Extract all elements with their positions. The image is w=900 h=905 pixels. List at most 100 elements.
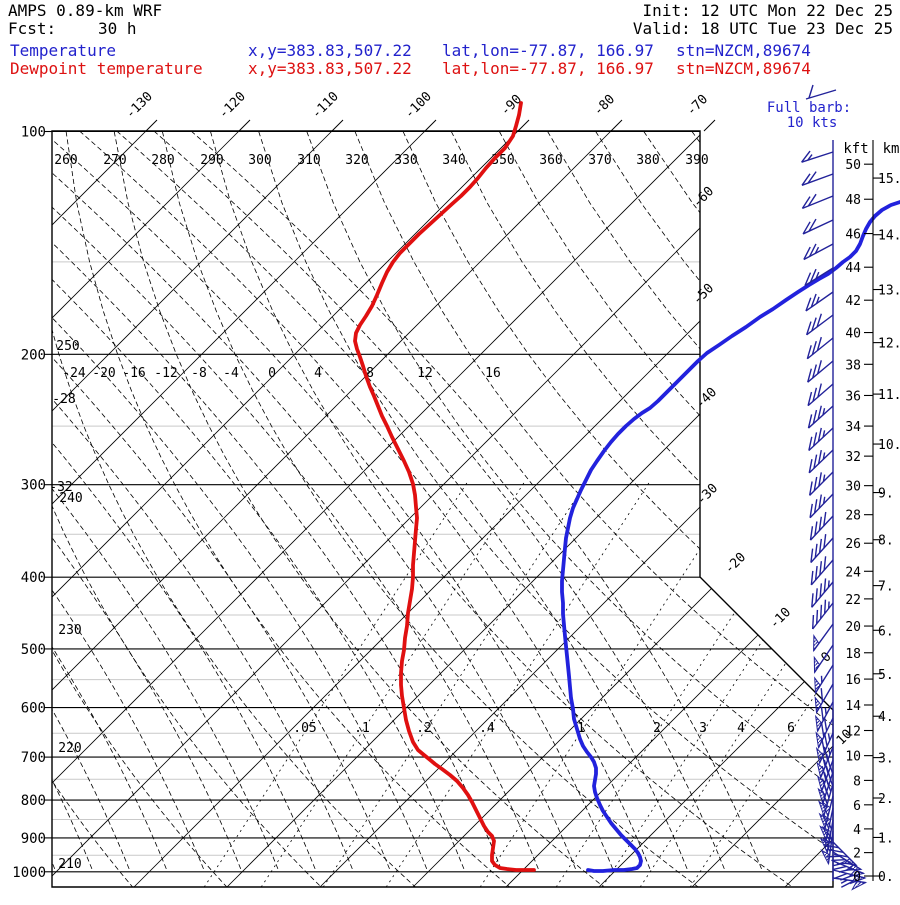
kft-label: 0 [853, 870, 861, 885]
wind-barb [809, 428, 833, 451]
moist-adiabat-label-left: -32 [49, 480, 72, 495]
pressure-label: 300 [21, 478, 46, 494]
km-label: 2. [878, 792, 894, 807]
dewpoint-curve [355, 103, 534, 870]
kft-label: 22 [845, 593, 861, 608]
pressure-label: 1000 [12, 865, 46, 881]
moist-adiabat-label: 0 [268, 366, 276, 381]
theta-label-top: 360 [539, 153, 562, 168]
mixing-ratio-label: 3 [699, 721, 707, 736]
moist-adiabat-label: 4 [314, 366, 322, 381]
isotherm-top-label: -120 [216, 89, 249, 122]
pressure-label: 800 [21, 793, 46, 809]
mixing-ratio-label: .4 [479, 721, 495, 736]
km-label: 11. [878, 388, 900, 403]
dry-adiabat [114, 132, 604, 888]
mixing-ratio-line [323, 483, 586, 887]
temperature-legend-row: Temperature x,y=383.83,507.22 lat,lon=-7… [10, 41, 811, 60]
dry-adiabat [0, 132, 39, 888]
pressure-label: 100 [21, 125, 46, 141]
isotherm-right-label: -60 [690, 184, 717, 211]
wind-barb [814, 624, 833, 651]
wind-barb [802, 172, 833, 186]
kft-label: 18 [845, 647, 861, 662]
isotherm-right-label: -50 [690, 281, 717, 308]
wind-barb [810, 512, 833, 540]
wind-barb [810, 494, 833, 518]
km-axis-title: km [883, 141, 900, 157]
theta-label-top: 310 [297, 153, 320, 168]
isotherm [0, 131, 239, 887]
theta-label-top: 320 [345, 153, 368, 168]
mixing-ratio-line [386, 483, 649, 887]
theta-label-top: 290 [200, 153, 223, 168]
kft-label: 44 [845, 261, 861, 276]
dry-adiabat [211, 132, 794, 888]
wind-barb [809, 450, 833, 473]
moist-adiabat-label: 12 [417, 366, 433, 381]
kft-label: 26 [845, 537, 861, 552]
isotherm-top-label: -80 [591, 92, 618, 119]
dry-adiabat [692, 132, 900, 888]
dewpoint-xy: x,y=383.83,507.22 [248, 59, 412, 78]
theta-label-left: 210 [58, 857, 81, 872]
plot-border [52, 131, 833, 887]
km-label: 10. [878, 438, 900, 453]
isotherm [0, 131, 611, 887]
mixing-ratio-line [204, 483, 467, 887]
wind-barb [807, 314, 833, 335]
kft-label: 32 [845, 450, 861, 465]
mixing-ratio-line [640, 483, 900, 887]
isotherm [413, 131, 900, 887]
moist-adiabat-label: -24 [62, 366, 86, 381]
kft-label: 50 [845, 158, 861, 173]
wind-barb [804, 244, 833, 260]
isotherm [692, 131, 900, 887]
kft-label: 6 [853, 799, 861, 814]
wind-barb [811, 534, 833, 562]
kft-label: 36 [845, 389, 861, 404]
wind-barb [808, 384, 833, 406]
theta-label-top: 390 [685, 153, 708, 168]
km-label: 7. [878, 580, 894, 595]
kft-axis-title: kft [843, 141, 868, 157]
dewpoint-label: Dewpoint temperature [10, 59, 203, 78]
kft-label: 8 [853, 774, 861, 789]
km-label: 8. [878, 534, 894, 549]
isotherm-top-label: -130 [123, 89, 156, 122]
theta-label-top: 280 [151, 153, 174, 168]
moist-adiabat-label: -12 [154, 366, 177, 381]
forecast-value: 30 h [98, 19, 137, 38]
km-label: 4. [878, 710, 894, 725]
temperature-label: Temperature [10, 41, 116, 60]
isotherm [41, 131, 797, 887]
pressure-label: 400 [21, 570, 46, 586]
moist-adiabat-label: -4 [223, 366, 239, 381]
wind-barb [808, 406, 833, 428]
forecast-label: Fcst: [8, 19, 56, 38]
kft-label: 2 [853, 847, 861, 862]
dry-adiabat [0, 132, 322, 888]
pressure-label: 900 [21, 831, 46, 847]
moist-adiabat [0, 131, 18, 871]
km-label: 13. [878, 284, 900, 299]
isobar-minor-lines [52, 262, 833, 855]
moist-adiabat [191, 131, 762, 871]
temperature-stn: stn=NZCM,89674 [676, 41, 811, 60]
theta-label-top: 270 [103, 153, 126, 168]
wind-barb-legend: Full barb: 10 kts [767, 100, 851, 131]
theta-label-top: 300 [248, 153, 271, 168]
isotherm-right-label: -10 [767, 605, 794, 632]
mixing-ratio-label: 4 [737, 721, 745, 736]
wind-barb [810, 472, 833, 495]
mixing-ratio-label: 6 [787, 721, 795, 736]
wind-barb [808, 360, 833, 382]
kft-label: 14 [845, 699, 861, 714]
wind-barb [803, 219, 833, 234]
dewpoint-legend-row: Dewpoint temperature x,y=383.83,507.22 l… [10, 59, 811, 78]
theta-label-top: 380 [636, 153, 659, 168]
moist-adiabat-label: -16 [122, 366, 145, 381]
isobar-major-lines [52, 132, 833, 872]
kft-label: 46 [845, 228, 861, 243]
mixing-ratio-label: .1 [354, 721, 370, 736]
